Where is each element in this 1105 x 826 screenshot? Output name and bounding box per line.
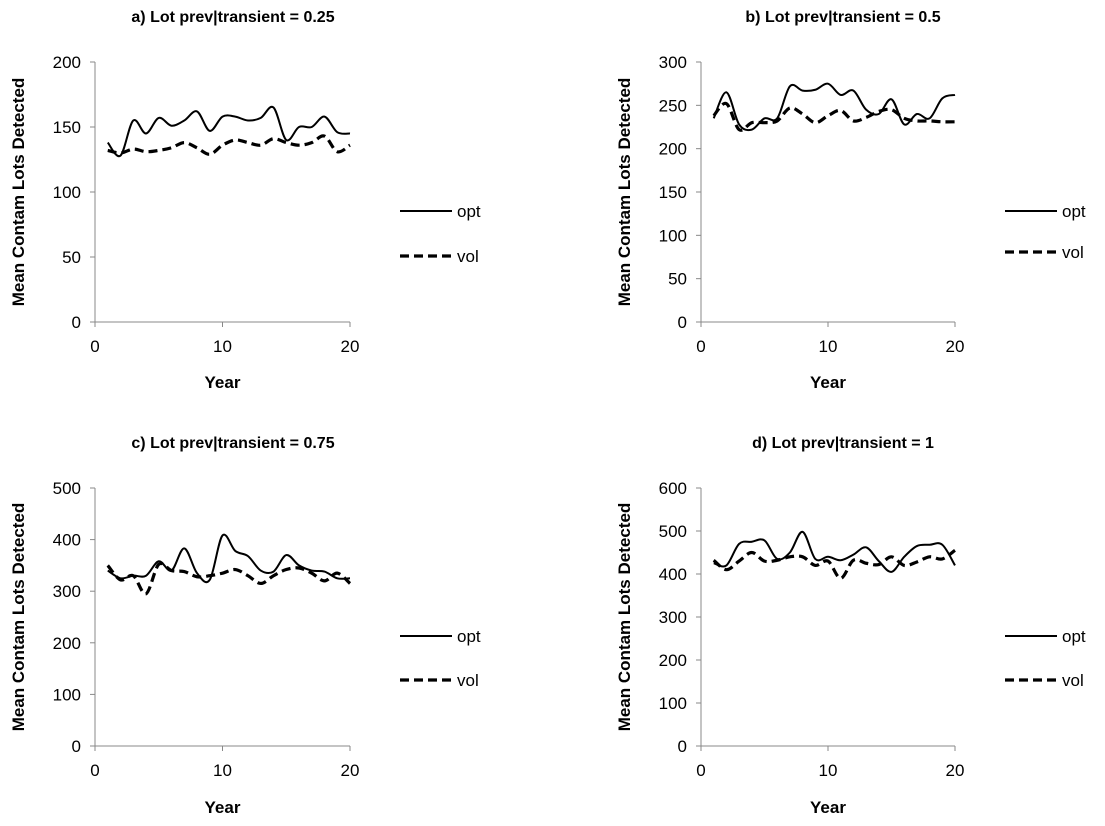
y-tick-label: 300 <box>659 608 687 627</box>
chart-panel-c: c) Lot prev|transient = 0.75010020030040… <box>9 435 481 817</box>
legend-label-vol: vol <box>457 671 479 690</box>
x-tick-label: 20 <box>946 761 965 780</box>
y-tick-label: 0 <box>678 737 687 756</box>
series-line-opt <box>712 82 956 132</box>
legend-label-opt: opt <box>1062 202 1086 221</box>
x-tick-label: 10 <box>819 337 838 356</box>
y-tick-label: 400 <box>53 531 81 550</box>
y-axis-label: Mean Contam Lots Detected <box>9 503 28 732</box>
x-tick-label: 0 <box>696 337 705 356</box>
y-axis-label: Mean Contam Lots Detected <box>9 78 28 307</box>
legend-label-opt: opt <box>457 627 481 646</box>
legend-label-opt: opt <box>457 202 481 221</box>
legend-label-opt: opt <box>1062 627 1086 646</box>
y-tick-label: 200 <box>53 53 81 72</box>
y-tick-label: 300 <box>53 582 81 601</box>
x-axis-label: Year <box>205 373 241 392</box>
y-tick-label: 300 <box>659 53 687 72</box>
legend-label-vol: vol <box>457 247 479 266</box>
chart-panel-a: a) Lot prev|transient = 0.25050100150200… <box>9 9 481 392</box>
y-tick-label: 50 <box>62 248 81 267</box>
series-line-opt <box>107 533 351 584</box>
y-tick-label: 0 <box>72 313 81 332</box>
x-tick-label: 20 <box>946 337 965 356</box>
series-line-vol <box>712 101 956 132</box>
chart-title: c) Lot prev|transient = 0.75 <box>131 435 334 452</box>
series-line-vol <box>107 134 351 156</box>
legend-label-vol: vol <box>1062 671 1084 690</box>
y-tick-label: 0 <box>678 313 687 332</box>
series-line-opt <box>713 530 956 573</box>
y-tick-label: 500 <box>659 522 687 541</box>
y-tick-label: 200 <box>659 140 687 159</box>
x-tick-label: 10 <box>213 337 232 356</box>
x-axis-label: Year <box>810 798 846 817</box>
chart-panel-b: b) Lot prev|transient = 0.50501001502002… <box>615 9 1086 392</box>
y-tick-label: 400 <box>659 565 687 584</box>
y-axis-label: Mean Contam Lots Detected <box>615 78 634 307</box>
x-tick-label: 20 <box>341 337 360 356</box>
x-tick-label: 10 <box>213 761 232 780</box>
chart-title: a) Lot prev|transient = 0.25 <box>131 9 334 26</box>
x-tick-label: 10 <box>819 761 838 780</box>
legend: opt vol <box>1005 202 1086 262</box>
series-line-opt <box>106 105 351 158</box>
x-tick-label: 0 <box>90 337 99 356</box>
y-axis-label: Mean Contam Lots Detected <box>615 503 634 732</box>
y-tick-label: 100 <box>53 685 81 704</box>
y-tick-label: 200 <box>659 651 687 670</box>
y-tick-label: 500 <box>53 479 81 498</box>
y-tick-label: 600 <box>659 479 687 498</box>
chart-title: b) Lot prev|transient = 0.5 <box>745 9 940 26</box>
x-tick-label: 0 <box>90 761 99 780</box>
x-axis-label: Year <box>205 798 241 817</box>
y-tick-label: 100 <box>659 694 687 713</box>
chart-title: d) Lot prev|transient = 1 <box>752 435 934 452</box>
legend: opt vol <box>400 627 481 690</box>
x-axis-label: Year <box>810 373 846 392</box>
series-line-vol <box>106 561 352 596</box>
series-line-vol <box>712 549 956 580</box>
y-tick-label: 100 <box>53 183 81 202</box>
chart-panel-d: d) Lot prev|transient = 1010020030040050… <box>615 435 1086 817</box>
legend: opt vol <box>400 202 481 266</box>
y-tick-label: 250 <box>659 96 687 115</box>
x-tick-label: 0 <box>696 761 705 780</box>
y-tick-label: 50 <box>668 270 687 289</box>
y-tick-label: 150 <box>659 183 687 202</box>
legend: opt vol <box>1005 627 1086 690</box>
y-tick-label: 150 <box>53 118 81 137</box>
y-tick-label: 200 <box>53 634 81 653</box>
y-tick-label: 0 <box>72 737 81 756</box>
y-tick-label: 100 <box>659 226 687 245</box>
x-tick-label: 20 <box>341 761 360 780</box>
legend-label-vol: vol <box>1062 243 1084 262</box>
